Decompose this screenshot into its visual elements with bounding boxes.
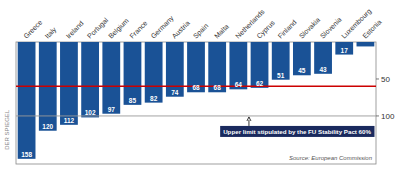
bar: [314, 42, 332, 74]
data-label: 82: [150, 95, 158, 102]
category-label: Finland: [276, 18, 297, 39]
category-label: Malta: [213, 23, 230, 40]
plot-frame: [16, 42, 376, 164]
data-label: 97: [108, 106, 116, 113]
category-label: Spain: [192, 22, 210, 40]
category-label: Slovakia: [298, 16, 322, 40]
data-label: 68: [192, 84, 200, 91]
data-label: 85: [129, 97, 137, 104]
bar: [293, 42, 311, 75]
y-tick-label: 100: [381, 112, 395, 121]
bar: [124, 42, 142, 105]
data-label: 64: [235, 81, 243, 88]
y-tick-label: 50: [381, 75, 390, 84]
bar: [357, 42, 375, 46]
data-label: 102: [85, 109, 96, 116]
bar: [145, 42, 163, 103]
bar: [335, 42, 353, 55]
bar: [208, 42, 226, 92]
category-label: Portugal: [86, 16, 110, 40]
data-label: 17: [341, 47, 349, 54]
bars: [16, 42, 376, 159]
bar: [166, 42, 184, 97]
annotation: Upper limit stipulated by the FU Stabili…: [223, 128, 371, 135]
category-label: Ireland: [65, 20, 85, 40]
bar: [272, 42, 290, 80]
bar: [229, 42, 247, 89]
annotation-box: [220, 126, 374, 137]
y-tick: [376, 115, 379, 116]
data-label: 158: [21, 151, 32, 158]
credit: DER SPIEGEL: [4, 109, 10, 150]
bar: [187, 42, 205, 92]
category-label: Cyprus: [255, 19, 277, 41]
category-label: Austria: [171, 19, 191, 39]
category-label: Greece: [22, 18, 43, 39]
category-label: Belgium: [107, 17, 131, 41]
bar: [18, 42, 36, 159]
data-label: 62: [256, 80, 264, 87]
category-label: France: [128, 19, 148, 39]
data-label: 68: [214, 84, 222, 91]
data-label: 45: [298, 67, 306, 74]
category-label: Slovenia: [319, 16, 343, 40]
data-label: 74: [171, 89, 179, 96]
bar: [81, 42, 99, 117]
annotation-arrowhead: [247, 117, 251, 121]
chart: 158 120 112 102 97 85 82 74 68 68 64 62 51 45 43 17 Gree…: [0, 0, 400, 170]
data-label: 120: [42, 123, 53, 130]
category-label: Italy: [44, 25, 59, 40]
category-label: Estonia: [361, 18, 383, 40]
bar: [251, 42, 269, 88]
source: Source: European Commission: [289, 155, 373, 161]
bar: [60, 42, 78, 125]
data-label: 43: [319, 66, 327, 73]
data-label: 112: [64, 117, 75, 124]
bar: [102, 42, 120, 114]
data-label: 51: [277, 72, 285, 79]
y-tick: [376, 78, 379, 79]
annotation-arrow: [248, 120, 249, 126]
